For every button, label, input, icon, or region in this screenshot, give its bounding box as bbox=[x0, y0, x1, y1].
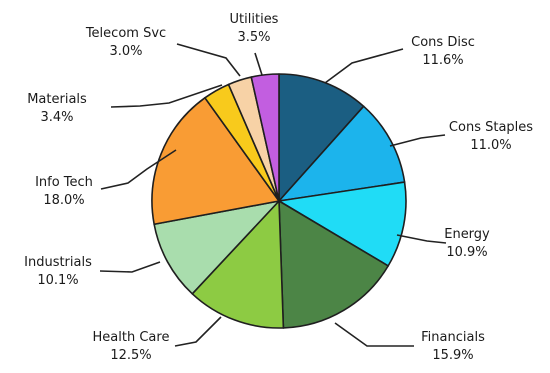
slice-label-name: Financials bbox=[421, 330, 485, 345]
slice-label: Health Care 12.5% bbox=[93, 330, 170, 363]
pie-slice-industrials bbox=[153, 200, 280, 295]
slice-label-value: 3.5% bbox=[237, 30, 270, 45]
slice-label-name: Cons Staples bbox=[449, 120, 533, 135]
slice-label-value: 11.0% bbox=[470, 138, 511, 153]
leader-line bbox=[110, 84, 223, 108]
slice-label-value: 15.9% bbox=[432, 348, 473, 363]
slice-label-value: 11.6% bbox=[422, 53, 463, 68]
slice-label-name: Materials bbox=[27, 92, 87, 107]
leader-line bbox=[389, 134, 446, 147]
leader-line bbox=[174, 316, 222, 347]
slice-label: Cons Staples 11.0% bbox=[449, 120, 533, 153]
leader-line bbox=[176, 43, 241, 77]
slice-label-name: Health Care bbox=[93, 330, 170, 345]
leader-line bbox=[254, 52, 263, 76]
slice-label-name: Info Tech bbox=[35, 175, 93, 190]
leader-line bbox=[396, 234, 447, 244]
leader-line bbox=[334, 322, 414, 347]
pie-slice-financials bbox=[278, 200, 389, 329]
pie-slice-cons-staples bbox=[278, 105, 406, 202]
slice-label-name: Utilities bbox=[230, 12, 279, 27]
slice-label: Telecom Svc 3.0% bbox=[85, 26, 166, 59]
slice-label: Industrials 10.1% bbox=[24, 255, 92, 288]
leader-line bbox=[100, 149, 177, 190]
leader-line bbox=[99, 261, 161, 273]
slice-label-value: 12.5% bbox=[110, 348, 151, 363]
slice-label: Cons Disc 11.6% bbox=[411, 35, 475, 68]
leader-line bbox=[324, 48, 404, 84]
slice-label: Materials 3.4% bbox=[27, 92, 87, 125]
pie-slice-energy bbox=[278, 181, 407, 267]
pie-slice-info-tech bbox=[151, 97, 280, 226]
slice-label-value: 10.1% bbox=[37, 273, 78, 288]
slice-label: Energy 10.9% bbox=[444, 227, 490, 260]
slice-label-value: 3.0% bbox=[109, 44, 142, 59]
pie-slice-utilities bbox=[250, 73, 280, 202]
slice-label-name: Energy bbox=[444, 227, 490, 242]
slice-label: Utilities 3.5% bbox=[230, 12, 279, 45]
slice-label-value: 10.9% bbox=[446, 245, 487, 260]
slice-label-name: Telecom Svc bbox=[85, 26, 166, 41]
slice-label: Financials 15.9% bbox=[421, 330, 485, 363]
slice-label-name: Industrials bbox=[24, 255, 92, 270]
slice-label-value: 3.4% bbox=[40, 110, 73, 125]
pie-slice-health-care bbox=[191, 200, 285, 329]
slice-label: Info Tech 18.0% bbox=[35, 175, 93, 208]
slice-label-value: 18.0% bbox=[43, 193, 84, 208]
slice-label-name: Cons Disc bbox=[411, 35, 475, 50]
pie-slice-cons-disc bbox=[278, 73, 365, 202]
